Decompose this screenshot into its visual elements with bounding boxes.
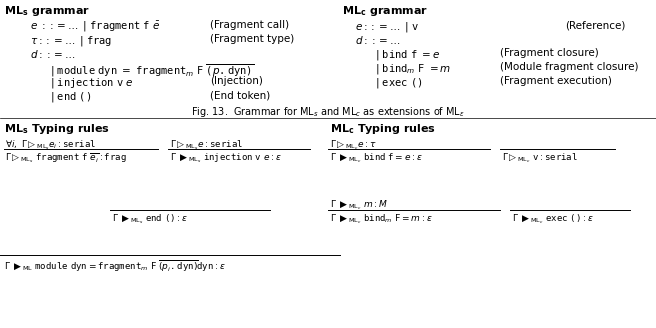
Text: | $\mathtt{bind}_m$ $\mathtt{F}$ $= m$: | $\mathtt{bind}_m$ $\mathtt{F}$ $= m$	[375, 62, 451, 76]
Text: $\mathbf{ML_c}$ $\mathbf{Typing\ rules}$: $\mathbf{ML_c}$ $\mathbf{Typing\ rules}$	[330, 122, 436, 136]
Text: | $\mathtt{exec}$ $\mathtt{()}$: | $\mathtt{exec}$ $\mathtt{()}$	[375, 76, 422, 90]
Text: $d ::= \ldots$: $d ::= \ldots$	[355, 34, 401, 46]
Text: $\Gamma\ \blacktriangleright_{\mathrm{ML}_s}\ \mathtt{end}\ \mathtt{()} : \varep: $\Gamma\ \blacktriangleright_{\mathrm{ML…	[112, 212, 188, 226]
Text: $\forall i,\ \Gamma \triangleright_{\mathrm{ML}_s} e_i : \mathtt{serial}$: $\forall i,\ \Gamma \triangleright_{\mat…	[5, 138, 96, 152]
Text: | $\mathtt{module}$ $\mathtt{dyn}$ $=$ $\mathtt{fragment}_m$ $\mathtt{F}$ $\over: | $\mathtt{module}$ $\mathtt{dyn}$ $=$ $…	[50, 62, 254, 79]
Text: $\mathbf{ML_s}$ $\mathbf{Typing\ rules}$: $\mathbf{ML_s}$ $\mathbf{Typing\ rules}$	[4, 122, 110, 136]
Text: $\Gamma\ \blacktriangleright_{\mathrm{ML}_c}\ \mathtt{bind}_m\ \mathtt{F} = m : : $\Gamma\ \blacktriangleright_{\mathrm{ML…	[330, 212, 432, 226]
Text: | $\mathtt{end}$ $\mathtt{()}$: | $\mathtt{end}$ $\mathtt{()}$	[50, 90, 91, 104]
Text: | $\mathtt{injection}$ $\mathtt{v}$ $e$: | $\mathtt{injection}$ $\mathtt{v}$ $e$	[50, 76, 134, 90]
Text: $\Gamma \triangleright_{\mathrm{ML}_s} e : \mathtt{serial}$: $\Gamma \triangleright_{\mathrm{ML}_s} e…	[170, 138, 243, 152]
Text: $\mathbf{ML_c}$ $\mathbf{grammar}$: $\mathbf{ML_c}$ $\mathbf{grammar}$	[342, 4, 428, 18]
Text: $e ::= \ldots\,$ | $\mathtt{v}$: $e ::= \ldots\,$ | $\mathtt{v}$	[355, 20, 419, 34]
Text: (Module fragment closure): (Module fragment closure)	[500, 62, 638, 72]
Text: $\mathbf{ML_s}$ $\mathbf{grammar}$: $\mathbf{ML_s}$ $\mathbf{grammar}$	[4, 4, 90, 18]
Text: $e$ $::= \ldots\,$ | $\mathtt{fragment}$ $\mathtt{f}$ $\bar{e}$: $e$ $::= \ldots\,$ | $\mathtt{fragment}$…	[30, 20, 160, 34]
Text: $\tau ::= \ldots\,$ | $\mathtt{frag}$: $\tau ::= \ldots\,$ | $\mathtt{frag}$	[30, 34, 112, 48]
Text: (Injection): (Injection)	[210, 76, 263, 86]
Text: $\Gamma \triangleright_{\mathrm{ML}_c}\ \mathtt{v} : \mathtt{serial}$: $\Gamma \triangleright_{\mathrm{ML}_c}\ …	[502, 151, 578, 165]
Text: $\Gamma \triangleright_{\mathrm{ML}_s}\ \mathtt{fragment}\ \mathtt{f}\ \overline: $\Gamma \triangleright_{\mathrm{ML}_s}\ …	[5, 151, 127, 165]
Text: (Reference): (Reference)	[565, 20, 625, 30]
Text: $d ::= \ldots$: $d ::= \ldots$	[30, 48, 75, 60]
Text: $\Gamma\ \blacktriangleright_{\mathrm{ML}_c}\ m : M$: $\Gamma\ \blacktriangleright_{\mathrm{ML…	[330, 198, 388, 212]
Text: (Fragment call): (Fragment call)	[210, 20, 289, 30]
Text: $\Gamma \triangleright_{\mathrm{ML}_c} e : \tau$: $\Gamma \triangleright_{\mathrm{ML}_c} e…	[330, 138, 377, 152]
Text: (Fragment closure): (Fragment closure)	[500, 48, 599, 58]
Text: $\Gamma\ \blacktriangleright_{\mathrm{ML}_c}\ \mathtt{bind}\ \mathtt{f} = e : \v: $\Gamma\ \blacktriangleright_{\mathrm{ML…	[330, 151, 423, 165]
Text: (End token): (End token)	[210, 90, 270, 100]
Text: (Fragment execution): (Fragment execution)	[500, 76, 612, 86]
Text: $\Gamma\ \blacktriangleright_{\mathrm{ML}_s}\ \mathtt{injection}\ \mathtt{v}\ e : $\Gamma\ \blacktriangleright_{\mathrm{ML…	[170, 151, 282, 165]
Text: Fig. 13.  Grammar for $\mathrm{ML}_s$ and $\mathrm{ML}_c$ as extensions of $\mat: Fig. 13. Grammar for $\mathrm{ML}_s$ and…	[191, 105, 465, 119]
Text: | $\mathtt{bind}$ $\mathtt{f}$ $= e$: | $\mathtt{bind}$ $\mathtt{f}$ $= e$	[375, 48, 440, 62]
Text: (Fragment type): (Fragment type)	[210, 34, 295, 44]
Text: $\Gamma\ \blacktriangleright_{\mathrm{ML}}\ \mathtt{module}\ \mathtt{dyn} = \mat: $\Gamma\ \blacktriangleright_{\mathrm{ML…	[4, 258, 226, 274]
Text: $\Gamma\ \blacktriangleright_{\mathrm{ML}_c}\ \mathtt{exec}\ \mathtt{()} : \vare: $\Gamma\ \blacktriangleright_{\mathrm{ML…	[512, 212, 594, 226]
